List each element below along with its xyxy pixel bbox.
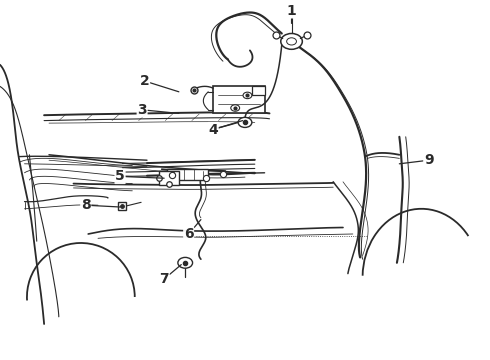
Text: 2: 2 [140, 74, 179, 92]
Circle shape [231, 105, 240, 111]
Text: 8: 8 [81, 198, 120, 212]
Text: 5: 5 [115, 170, 164, 183]
Bar [159, 171, 179, 185]
Circle shape [243, 92, 252, 99]
Circle shape [178, 257, 193, 268]
Text: 4: 4 [208, 121, 243, 136]
Text: 9: 9 [399, 153, 434, 167]
FancyBboxPatch shape [213, 86, 265, 113]
Circle shape [238, 117, 252, 127]
Bar [167, 169, 208, 180]
Text: 7: 7 [159, 265, 181, 286]
Circle shape [281, 33, 302, 49]
Bar [252, 86, 265, 95]
Text: 6: 6 [184, 220, 201, 241]
Text: 3: 3 [137, 103, 179, 117]
Circle shape [287, 38, 296, 45]
Text: 1: 1 [287, 4, 296, 23]
